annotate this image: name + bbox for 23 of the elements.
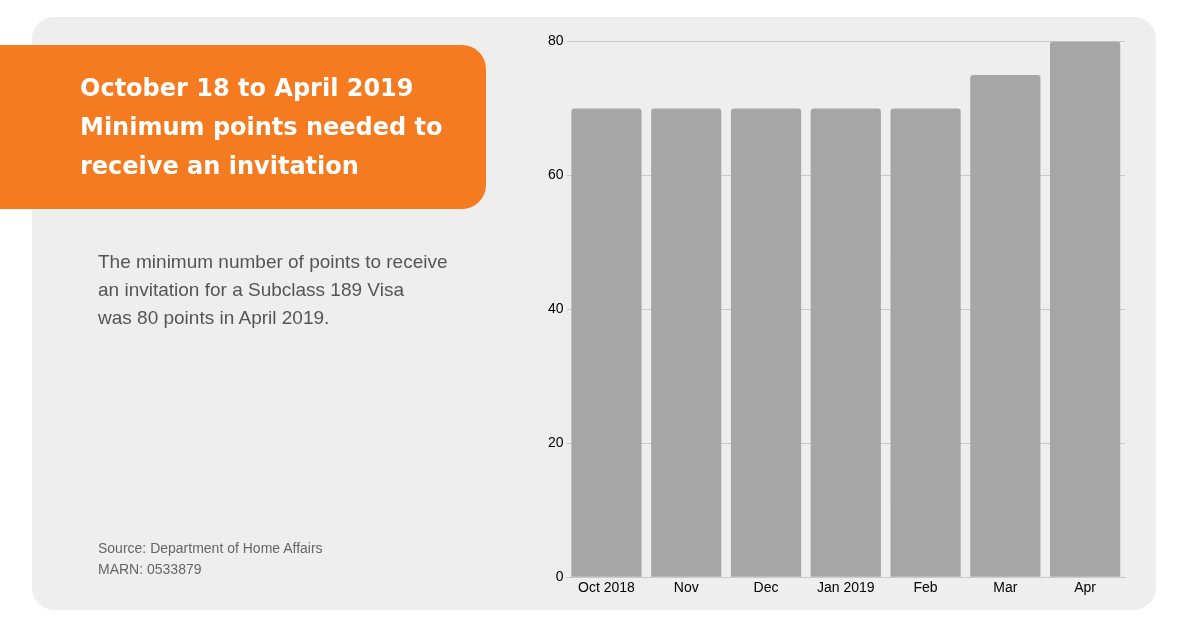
bar	[810, 108, 881, 577]
source-note: Source: Department of Home Affairs	[98, 539, 323, 558]
bar	[1050, 41, 1121, 577]
bar	[730, 108, 802, 577]
y-tick-label: 0	[555, 568, 564, 585]
x-tick-label: Nov	[673, 579, 699, 596]
text: MARN: 0533879	[98, 560, 203, 579]
bar	[890, 108, 961, 577]
text: The minimum number of points to receive an invitation for a Subclass 189 Visa was 80 points in April 2019.	[98, 250, 449, 330]
x-tick-label: Dec	[753, 579, 779, 596]
x-tick-label: Oct 2018	[578, 579, 636, 596]
text: October 18 to April 2019 Minimum points needed to receive an invitation	[0, 45, 486, 209]
y-tick-label: 40	[547, 300, 564, 317]
x-tick-label: Mar	[993, 579, 1018, 596]
y-tick-label: 80	[547, 32, 564, 49]
bar	[651, 108, 722, 577]
x-tick-label: Jan 2019	[816, 579, 875, 596]
x-tick-label: Feb	[913, 579, 938, 596]
bar	[571, 108, 642, 577]
x-tick-label: Apr	[1074, 579, 1097, 596]
y-tick-label: 20	[547, 434, 564, 451]
bar	[970, 74, 1041, 577]
y-tick-label: 60	[547, 166, 564, 183]
